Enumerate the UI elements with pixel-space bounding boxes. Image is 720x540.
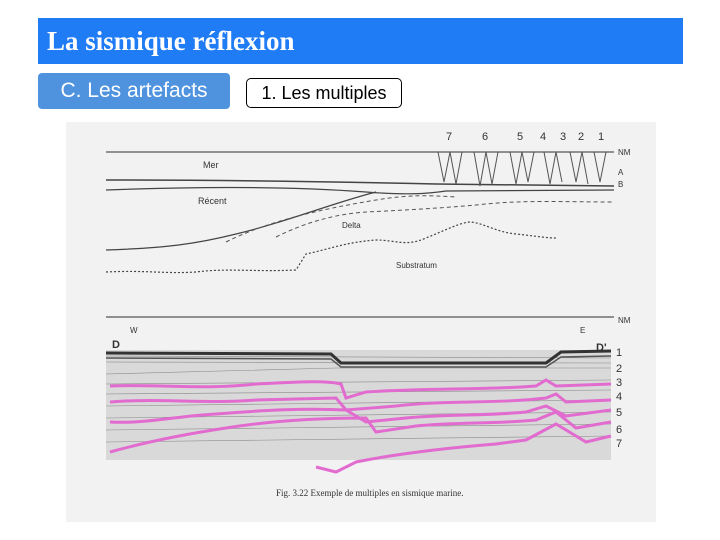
- multiple-line-4: [109, 392, 612, 412]
- label-delta: Delta: [342, 221, 361, 230]
- multiple-number-1: 1: [616, 347, 622, 359]
- substratum-line: [105, 221, 557, 274]
- multiple-number-4: 4: [616, 391, 622, 403]
- multiple-line-3: [109, 378, 612, 400]
- seismic-figure: 7 6 5 4 3 2 1 NM A B Mer Récent Delta Su…: [66, 122, 656, 522]
- multiple-number-3: 3: [616, 377, 622, 389]
- label-mer: Mer: [203, 160, 219, 170]
- trace-number-7: 7: [446, 131, 452, 143]
- label-east: E: [580, 326, 585, 335]
- trace-number-4: 4: [540, 131, 546, 143]
- subsection-tag: 1. Les multiples: [246, 78, 402, 108]
- label-d-prime: D': [596, 342, 607, 354]
- slide-title: La sismique réflexion: [47, 25, 295, 56]
- trace-number-5: 5: [517, 131, 523, 143]
- seafloor-reflector: [105, 349, 612, 365]
- multiple-line-5: [109, 404, 612, 424]
- multiple-number-2: 2: [616, 363, 622, 375]
- dashed-reflector-2: [275, 201, 615, 238]
- label-nm-bottom: NM: [618, 316, 631, 325]
- label-d: D: [112, 339, 120, 351]
- multiple-line-7: [315, 422, 612, 474]
- bottom-seismic-panel: NM W E D D': [105, 316, 631, 498]
- slide-title-bar: La sismique réflexion: [38, 18, 683, 64]
- top-schematic-panel: 7 6 5 4 3 2 1 NM A B Mer Récent Delta Su…: [105, 131, 631, 274]
- recent-base-line: [105, 191, 377, 251]
- dashed-reflector-1: [225, 195, 457, 243]
- label-nm-top: NM: [618, 148, 631, 157]
- label-recent: Récent: [198, 196, 227, 206]
- section-tag: C. Les artefacts: [38, 73, 230, 109]
- section-label: C. Les artefacts: [60, 79, 208, 102]
- label-west: W: [130, 326, 138, 335]
- label-substratum: Substratum: [396, 261, 437, 270]
- multiple-line-6: [109, 410, 612, 454]
- label-a: A: [618, 168, 624, 177]
- multiple-number-5: 5: [616, 407, 622, 419]
- reflector-line-b: [105, 187, 615, 195]
- subsection-label: 1. Les multiples: [261, 82, 387, 103]
- raypath-zigzags: [437, 151, 607, 187]
- multiples-overlay: [109, 378, 612, 474]
- trace-number-6: 6: [482, 131, 488, 143]
- trace-number-1: 1: [598, 131, 604, 143]
- trace-number-2: 2: [578, 131, 584, 143]
- seafloor-reflector-2: [105, 355, 612, 368]
- label-b: B: [618, 180, 623, 189]
- multiple-number-7: 7: [616, 438, 622, 450]
- seafloor-line-a: [105, 179, 615, 187]
- figure-caption: Fig. 3.22 Exemple de multiples en sismiq…: [276, 488, 463, 498]
- trace-number-3: 3: [560, 131, 566, 143]
- multiple-number-6: 6: [616, 424, 622, 436]
